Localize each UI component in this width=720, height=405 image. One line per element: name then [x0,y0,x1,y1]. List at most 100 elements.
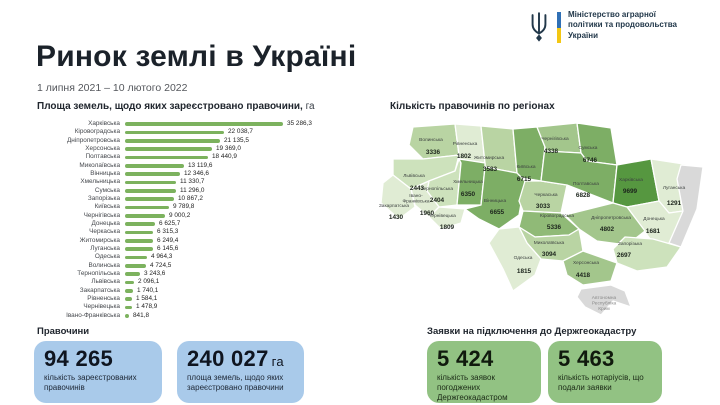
bar-value: 22 038,7 [228,128,253,136]
map-region-name: Автономна Республіка Крим [592,295,617,312]
bar [125,297,132,301]
bar [125,155,208,160]
ukraine-choropleth-map: Волинська 3336 Рівненська 1802 Житомирська 35… [379,122,704,316]
bar-region-label: Миколаївська [79,161,120,169]
bar-region-label: Івано-Франківська [66,311,120,319]
map-region-name: Чернівецька [428,213,456,219]
flag-blue [557,12,561,28]
deals-count-label: кількість зареєстрованих правочинів [44,373,137,392]
map-region-name: Тернопільська [421,186,453,192]
bar [125,230,153,235]
bar-chart-title-text: Площа земель, щодо яких зареєстровано пр… [37,101,303,112]
applications-section-label: Заявки на підключення до Держгеокадастру [427,326,637,337]
bar-region-label: Чернігівська [83,211,120,219]
map-region-value: 5336 [547,224,562,231]
map-region-value: 1291 [667,200,682,207]
map-region-name: Львівська [403,173,425,179]
bar [125,188,176,193]
bar-value: 35 286,3 [287,120,312,128]
deals-area-value: 240 027 [187,346,269,371]
bar-row: Черкаська 6 315,3 [36,228,346,236]
bar [125,288,133,293]
map-region-value: 1430 [389,214,404,221]
bar-value: 12 346,6 [184,170,209,178]
bar-value: 4 724,5 [150,261,172,269]
approved-applications-label: кількість заявок погоджених Держгеокадас… [437,373,508,402]
map-region-value: 6655 [490,209,505,216]
bar-value: 13 119,6 [188,161,213,169]
bar-region-label: Одеська [94,253,120,261]
ministry-name: Міністерство аграрної політики та продов… [568,10,677,40]
bar [125,197,174,201]
map-region-name: Луганська [663,185,686,191]
map-region-value: 1815 [517,268,532,275]
bar-value: 6 625,7 [159,220,181,228]
bar-chart-title: Площа земель, щодо яких зареєстровано пр… [37,101,315,112]
map-region-value: 6828 [576,192,591,199]
map-region-name: Донецька [643,216,665,222]
map-region-value: 1681 [646,228,661,235]
bar-row: Івано-Франківська 841,8 [36,312,346,320]
map-region-name: Харківська [619,177,643,183]
deals-count-number: 94 265 [44,346,114,371]
bar-row: Одеська 4 964,3 [36,253,346,261]
bar-value: 21 135,5 [224,136,249,144]
deals-section-label: Правочини [37,326,90,337]
map-region [380,174,416,220]
bar-value: 1 478,9 [136,303,158,311]
map-region-value: 3583 [483,166,498,173]
bar-region-label: Полтавська [85,153,120,161]
bar-value: 11 330,7 [180,178,205,186]
bar-region-label: Кіровоградська [74,128,120,136]
bar-value: 4 964,3 [151,253,173,261]
bar-value: 6 315,3 [157,228,179,236]
map-region-name: Хмельницька [453,179,483,185]
map-region [576,284,632,316]
bar [125,213,165,218]
bar [125,180,176,185]
stat-card-approved-applications: 5 424 кількість заявок погоджених Держге… [427,341,541,403]
bar-row: Волинська 4 724,5 [36,262,346,270]
bar-region-label: Хмельницька [80,178,120,186]
map-region-value: 3033 [536,203,551,210]
bar-region-label: Черкаська [89,228,120,236]
bar-value: 1 584,1 [136,295,158,303]
bar-row: Запорізька 10 867,2 [36,195,346,203]
flag-bar [557,12,561,43]
map-region-value: 4802 [600,226,615,233]
deals-area-label: площа земель, щодо яких зареєстровано пр… [187,373,284,392]
bar-region-label: Тернопільська [77,270,120,278]
bar [125,305,132,310]
bar-region-label: Харківська [88,120,120,128]
bar-row: Луганська 6 145,6 [36,245,346,253]
bar [125,164,184,168]
bar [125,139,220,143]
page-title: Ринок землі в Україні [36,40,357,73]
bar-value: 6 145,6 [157,245,179,253]
bar-value: 1 740,1 [137,286,159,294]
bar-row: Чернівецька 1 478,9 [36,303,346,311]
bar-row: Житомирська 6 249,4 [36,237,346,245]
bar [125,222,155,226]
map-region-name: Закарпатська [379,203,410,209]
map-region-value: 6715 [517,176,532,183]
map-region-name: Кіровоградська [540,213,574,219]
bar-region-label: Закарпатська [79,286,120,294]
date-range: 1 липня 2021 – 10 лютого 2022 [37,82,188,94]
bar-row: Донецька 6 625,7 [36,220,346,228]
bar-row: Тернопільська 3 243,6 [36,270,346,278]
bar-value: 2 096,1 [138,278,160,286]
bar [125,255,147,260]
bar [125,272,140,276]
map-region-value: 2697 [617,252,632,259]
stat-card-notaries: 5 463 кількість нотаріусів, що подали за… [548,341,662,403]
map-title: Кількість правочинів по регіонах [390,101,555,112]
map-region-name: Рівненська [453,141,478,147]
map-region-value: 3094 [542,251,557,258]
bar [125,313,129,318]
map-region-value: 4418 [576,272,591,279]
map-region-name: Вінницька [484,198,507,204]
approved-applications-number: 5 424 [437,346,494,371]
bar-region-label: Донецька [91,220,120,228]
bar [125,263,146,268]
